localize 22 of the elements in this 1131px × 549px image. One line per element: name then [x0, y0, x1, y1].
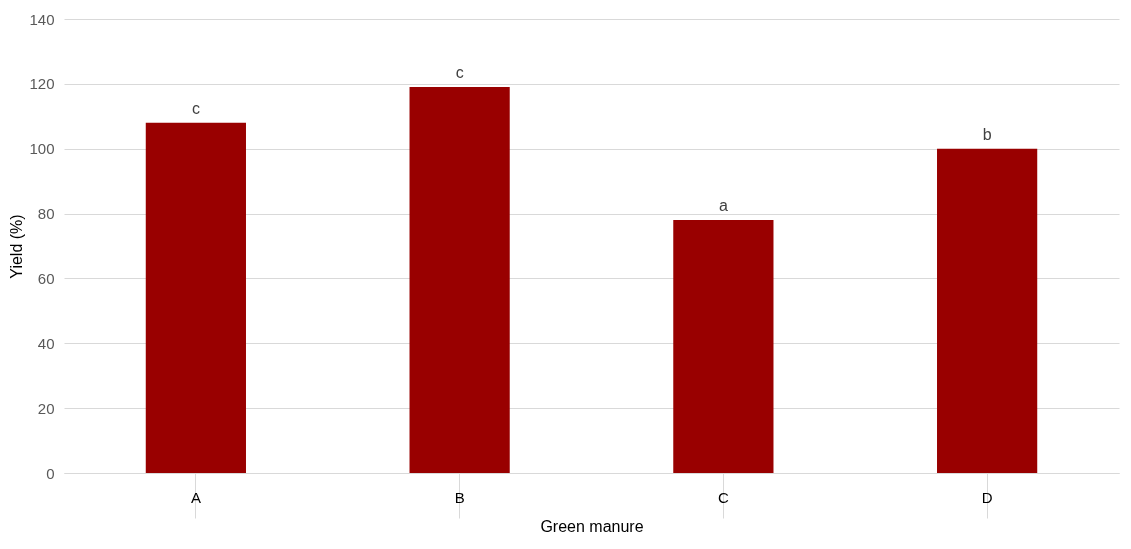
x-tick-label: B	[454, 488, 465, 506]
y-tick-label: 80	[37, 205, 55, 223]
x-axis-title: Green manure	[540, 518, 644, 535]
x-tick-label: A	[190, 488, 201, 506]
data-label: a	[718, 197, 728, 215]
data-label: c	[455, 64, 464, 82]
bar	[673, 220, 774, 473]
y-tick-label: 60	[37, 269, 55, 287]
x-tick-label: D	[981, 488, 993, 506]
x-tick-label: C	[717, 488, 729, 506]
y-tick-label: 140	[29, 10, 55, 28]
data-label: c	[191, 99, 200, 117]
data-label: b	[982, 125, 992, 143]
bar	[937, 148, 1038, 473]
y-tick-label: 40	[37, 334, 55, 352]
y-tick-label: 120	[29, 75, 55, 93]
y-tick-label: 20	[37, 399, 55, 417]
bar	[145, 122, 246, 473]
y-axis-title: Yield (%)	[8, 214, 26, 279]
bar	[409, 87, 510, 473]
y-tick-label: 0	[46, 464, 55, 482]
y-tick-label: 100	[29, 140, 55, 158]
